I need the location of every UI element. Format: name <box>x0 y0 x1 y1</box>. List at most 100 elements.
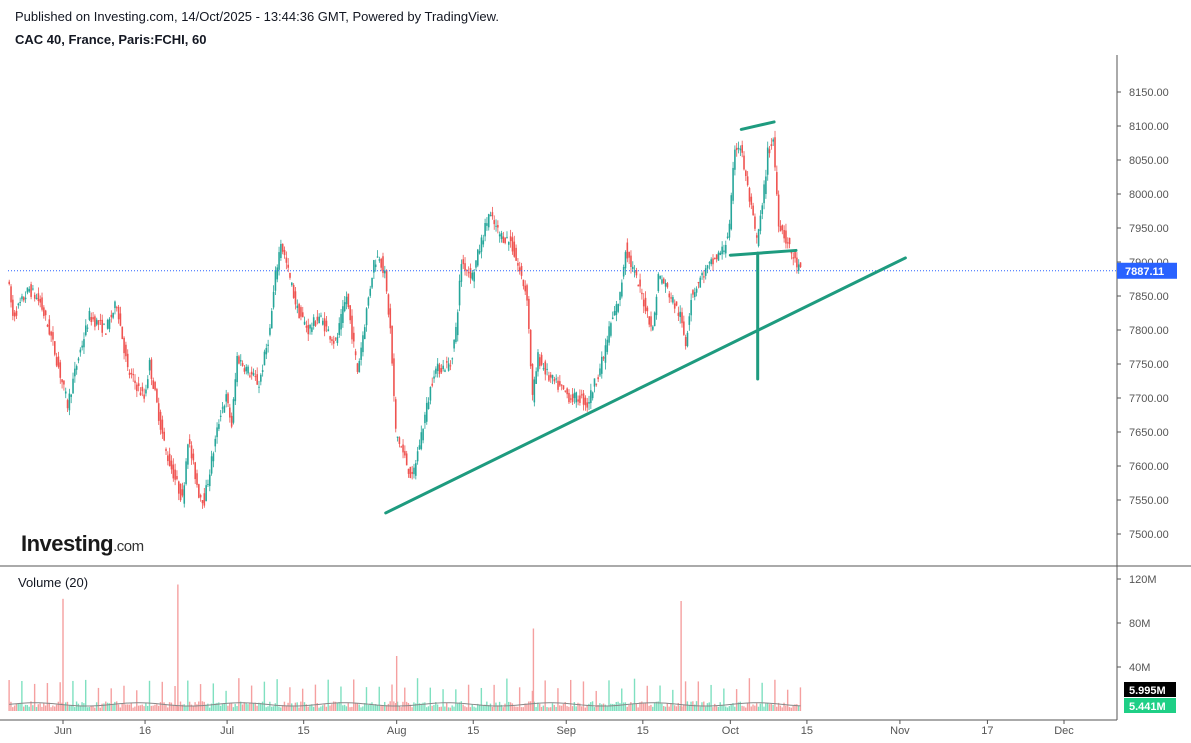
volume-bar <box>258 702 260 711</box>
volume-bar <box>323 704 326 711</box>
candle-body <box>105 333 107 335</box>
candle-body <box>349 305 351 321</box>
candle-body <box>522 279 525 287</box>
candle-body <box>765 176 767 195</box>
candle-body <box>584 397 587 406</box>
candle-body <box>799 262 802 267</box>
candle-body <box>238 356 240 364</box>
candle-body <box>732 167 734 201</box>
candle-body <box>207 483 209 485</box>
volume-bar <box>524 703 526 711</box>
volume-bar <box>145 702 147 711</box>
volume-bar <box>322 705 324 711</box>
volume-bar <box>256 705 258 711</box>
volume-bar <box>192 705 194 711</box>
volume-bar <box>137 705 140 711</box>
candle-body <box>664 282 667 287</box>
volume-bar <box>708 702 710 711</box>
neckline <box>728 248 798 257</box>
candle-body <box>143 394 145 399</box>
candle-body <box>137 383 140 387</box>
volume-bar <box>338 702 340 711</box>
candle-body <box>101 319 104 333</box>
volume-bar <box>130 702 132 711</box>
candle-body <box>72 378 74 394</box>
volume-bar <box>152 705 154 711</box>
volume-ma-line <box>9 702 801 707</box>
candle-body <box>84 325 87 336</box>
volume-bar <box>662 706 665 711</box>
candle-body <box>498 234 501 237</box>
candle-body <box>741 145 743 153</box>
y-tick-label: 8000.00 <box>1129 189 1169 201</box>
candle-body <box>528 298 530 329</box>
candle-body <box>214 438 217 447</box>
candle-body <box>88 310 91 320</box>
candle-body <box>55 357 58 366</box>
volume-bar <box>735 689 738 711</box>
volume-bar <box>236 706 238 711</box>
candle-body <box>17 303 20 306</box>
volume-bar <box>289 687 291 711</box>
candle-body <box>752 205 754 216</box>
volume-bar <box>584 707 586 711</box>
volume-bar <box>714 703 716 711</box>
candle-body <box>256 374 258 385</box>
volume-bar <box>560 705 563 711</box>
volume-bar <box>283 701 286 711</box>
candle-body <box>526 285 528 301</box>
volume-bar <box>24 704 27 711</box>
y-tick-label: 7500.00 <box>1129 529 1169 541</box>
volume-bar <box>664 706 667 711</box>
candle-body <box>566 388 568 395</box>
candle-body <box>119 313 122 326</box>
candle-body <box>650 316 652 327</box>
candle-body <box>604 345 607 363</box>
volume-bar <box>686 701 689 711</box>
volume-bar <box>582 681 585 711</box>
volume-bar <box>97 687 100 711</box>
volume-bar <box>418 703 421 711</box>
candle-body <box>673 303 676 309</box>
x-tick-label: 15 <box>801 725 813 737</box>
candle-body <box>188 439 191 445</box>
volume-bar <box>482 705 484 711</box>
volume-bar <box>157 705 160 711</box>
volume-bar <box>48 702 50 711</box>
volume-bar <box>646 685 648 711</box>
volume-bar <box>502 707 504 711</box>
candle-body <box>39 298 42 303</box>
volume-bar <box>32 705 34 711</box>
volume-bar <box>305 704 308 711</box>
volume-tick-label: 120M <box>1129 574 1157 586</box>
volume-bar <box>402 701 404 711</box>
candle-body <box>706 265 709 269</box>
volume-bar <box>311 704 313 711</box>
candle-body <box>697 282 700 284</box>
y-tick-label: 8150.00 <box>1129 87 1169 99</box>
volume-bar <box>797 705 800 711</box>
candle-body <box>289 272 291 278</box>
candle-body <box>201 500 204 504</box>
candle-body <box>724 244 727 254</box>
volume-bar <box>238 678 240 711</box>
candle-body <box>28 289 31 292</box>
candle-body <box>446 361 448 363</box>
candle-body <box>672 297 674 303</box>
volume-bar <box>551 703 554 711</box>
volume-bar <box>739 701 741 711</box>
candle-body <box>467 272 470 274</box>
candle-body <box>291 282 293 286</box>
candle-body <box>641 292 643 295</box>
volume-bar <box>622 702 625 711</box>
candle-body <box>591 392 594 399</box>
volume-bar <box>628 704 630 711</box>
candle-body <box>252 373 255 376</box>
volume-bar <box>688 705 690 711</box>
volume-bar <box>39 703 41 711</box>
candle-body <box>509 236 512 242</box>
candle-body <box>294 291 297 305</box>
candle-body <box>384 270 386 274</box>
volume-bar <box>221 703 224 711</box>
